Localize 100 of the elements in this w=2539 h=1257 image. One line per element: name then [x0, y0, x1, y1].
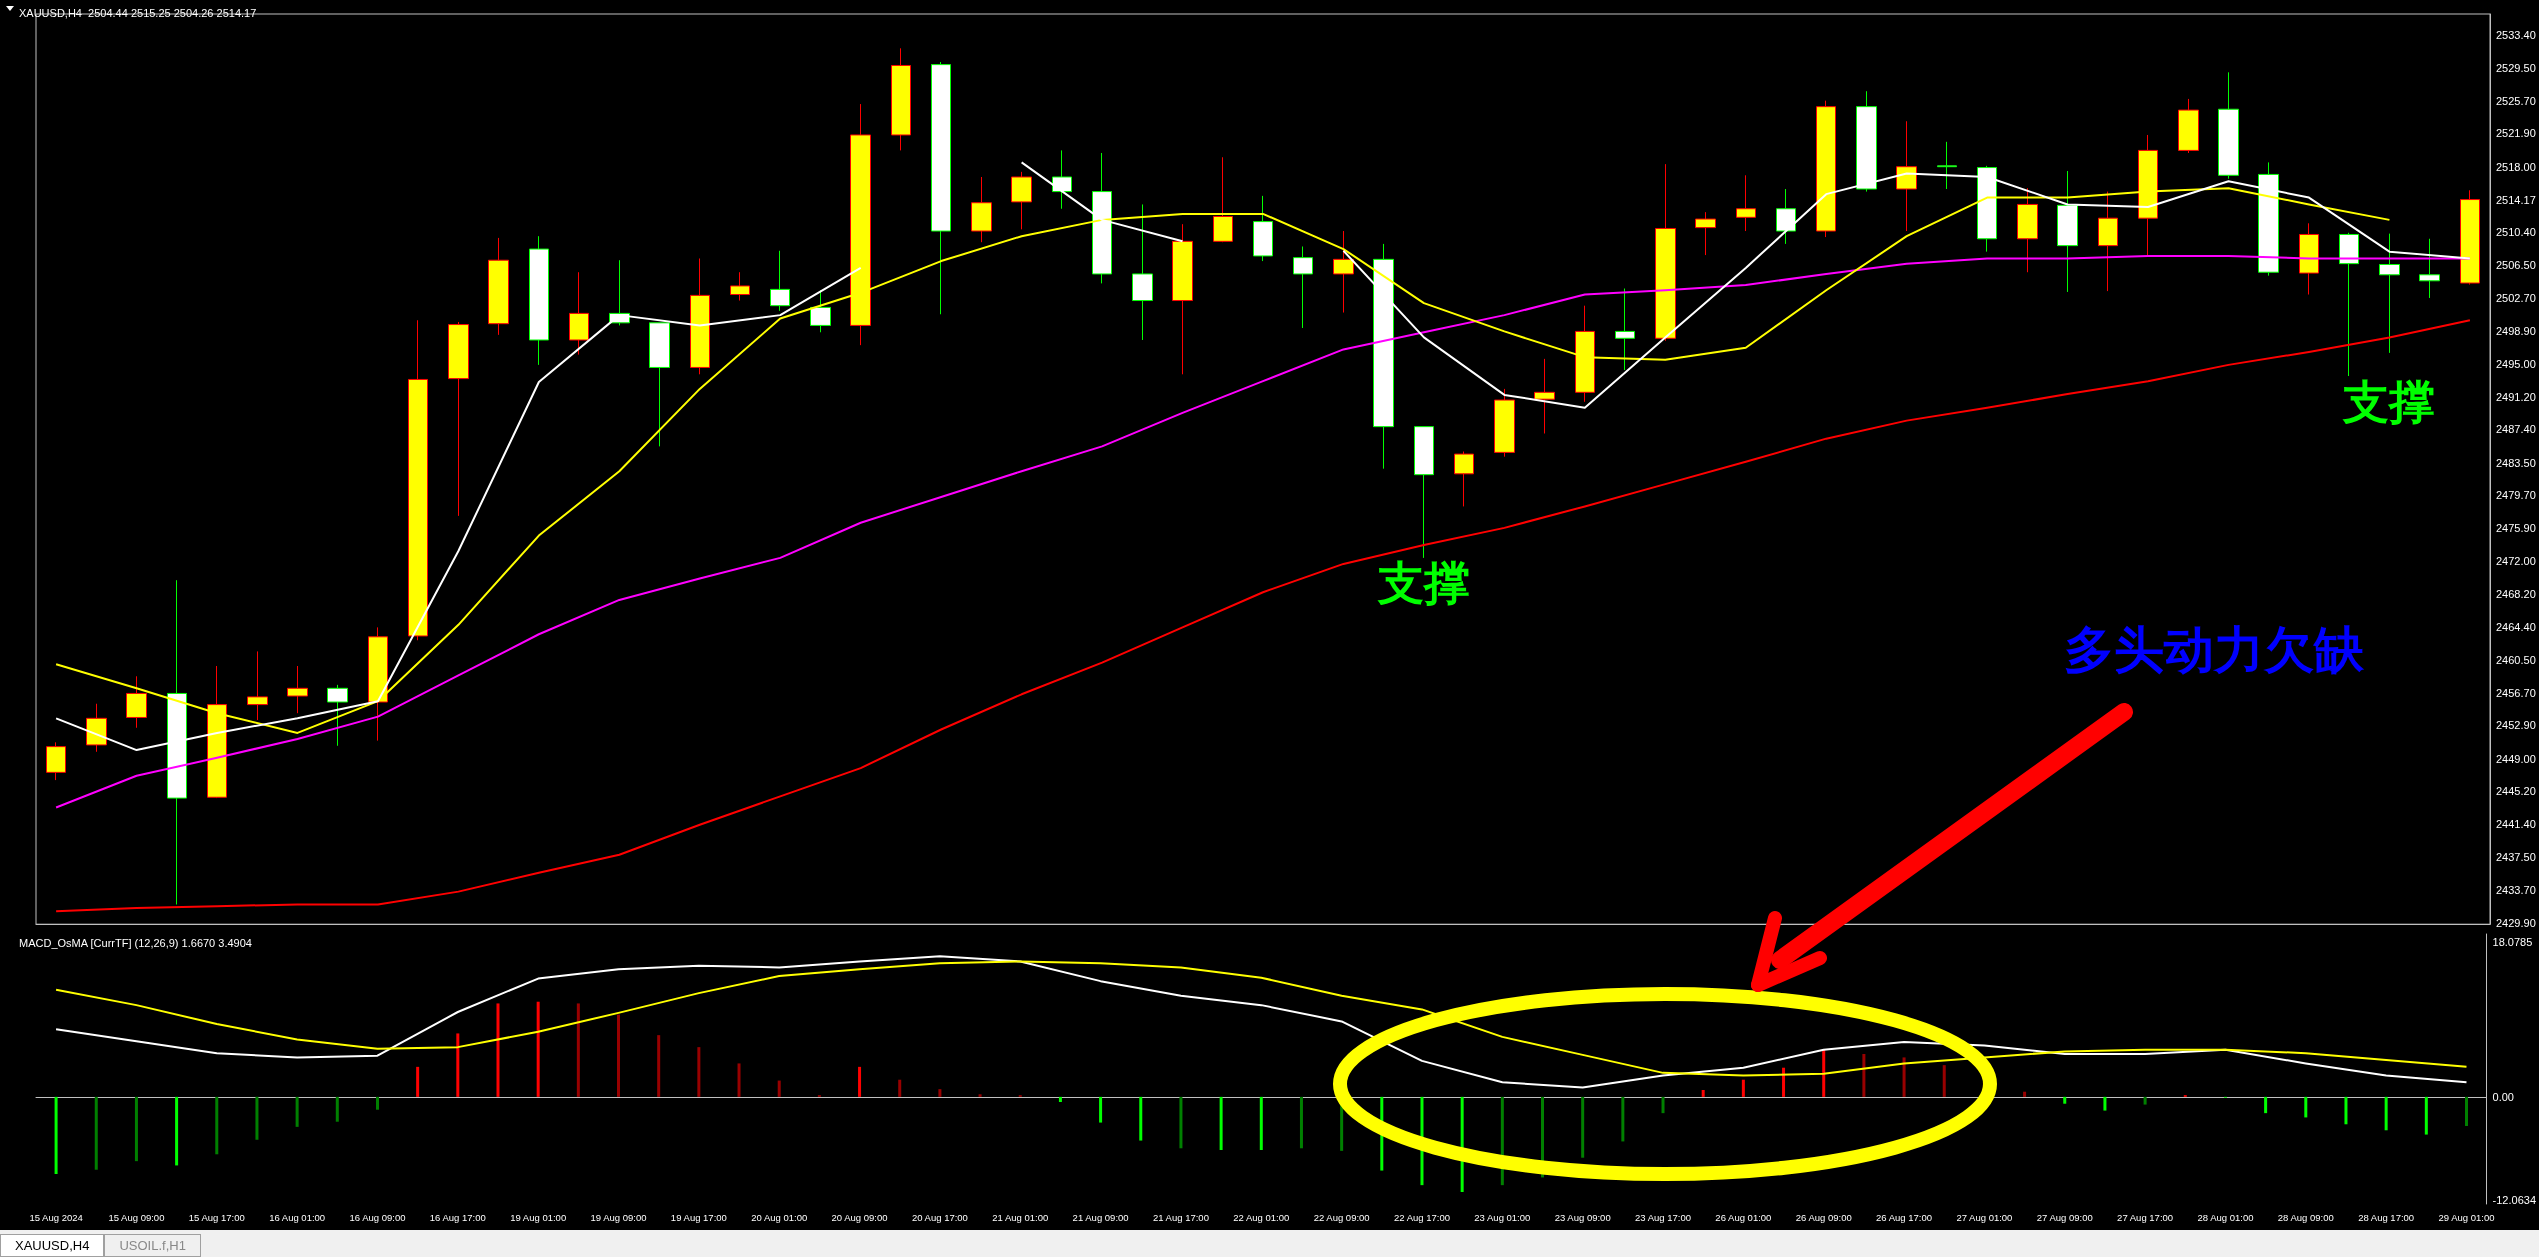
bar: [777, 1080, 781, 1097]
y-tick-label: 2433.70: [2496, 883, 2536, 896]
bar: [2143, 1096, 2147, 1105]
candlestick: [1736, 174, 1756, 232]
bar: [94, 1096, 98, 1170]
bar: [375, 1096, 379, 1110]
candlestick: [971, 176, 992, 243]
x-tick-label: 20 Aug 17:00: [911, 1211, 968, 1223]
text: USOIL.f,H1: [104, 1234, 201, 1257]
annotation: 支撑: [2342, 376, 2436, 428]
y-tick-label: 2533.40: [2496, 28, 2536, 41]
candlestick: [1896, 120, 1917, 232]
candlestick: [770, 250, 790, 312]
candlestick: [2379, 233, 2400, 354]
bar: [1259, 1096, 1263, 1150]
bar: [1741, 1079, 1745, 1097]
bar: [2063, 1096, 2067, 1104]
y-tick-label: 2472.00: [2496, 555, 2536, 568]
x-tick-label: 15 Aug 09:00: [108, 1211, 165, 1223]
x-tick-label: 16 Aug 01:00: [269, 1211, 326, 1223]
candlestick: [1333, 230, 1354, 314]
bar: [1179, 1096, 1183, 1149]
candlestick: [1977, 165, 1997, 253]
x-tick-label: 22 Aug 01:00: [1233, 1211, 1290, 1223]
y-tick-label: 18.0785: [2492, 935, 2533, 948]
candlestick: [448, 321, 469, 517]
bar: [2464, 1096, 2468, 1126]
bar: [496, 1003, 500, 1097]
candlestick: [2339, 232, 2359, 377]
annotation: 多头动力欠缺: [2064, 622, 2365, 678]
bar: [1701, 1090, 1705, 1097]
candlestick: [1414, 426, 1434, 559]
y-tick-label: 2479.70: [2496, 489, 2536, 502]
bar: [1862, 1054, 1866, 1097]
candlestick: [2098, 191, 2118, 292]
x-tick-label: 26 Aug 09:00: [1795, 1211, 1852, 1223]
y-tick-label: 2510.40: [2496, 225, 2536, 238]
candlestick: [1494, 388, 1515, 458]
x-tick-label: 28 Aug 17:00: [2358, 1211, 2415, 1223]
bar: [2103, 1096, 2107, 1111]
y-tick-label: 2491.20: [2496, 390, 2536, 403]
x-tick-label: 27 Aug 01:00: [1956, 1211, 2013, 1223]
y-tick-label: 2483.50: [2496, 456, 2536, 469]
x-tick-label: 15 Aug 17:00: [188, 1211, 245, 1223]
chart-title: MACD_OsMA [CurrTF] (12,26,9) 1.6670 3.4904: [19, 936, 252, 949]
y-tick-label: 2429.90: [2496, 916, 2536, 929]
y-tick-label: 2437.50: [2496, 851, 2536, 864]
candlestick: [2178, 98, 2199, 154]
candlestick: [126, 675, 147, 729]
candlestick: [1695, 211, 1716, 256]
bar: [898, 1079, 902, 1097]
candlestick: [1172, 223, 1193, 375]
candlestick: [1615, 288, 1635, 371]
candlestick: [408, 319, 428, 641]
y-tick-label: -12.0634: [2492, 1194, 2537, 1207]
bar: [175, 1096, 179, 1166]
y-tick-label: 2521.90: [2496, 127, 2536, 140]
bar: [1581, 1096, 1585, 1158]
x-tick-label: 20 Aug 01:00: [751, 1211, 808, 1223]
x-tick-label: 26 Aug 17:00: [1876, 1211, 1933, 1223]
candlestick: [690, 258, 710, 375]
y-tick-label: 2495.00: [2496, 358, 2536, 371]
bar: [1822, 1049, 1826, 1097]
bar: [858, 1066, 862, 1097]
candlestick: [247, 650, 268, 721]
candlestick: [1011, 171, 1032, 230]
bar: [1299, 1096, 1303, 1149]
bar: [536, 1001, 540, 1097]
candlestick: [1776, 188, 1796, 245]
bar: [1139, 1096, 1143, 1141]
bar: [938, 1089, 942, 1097]
bar: [617, 1014, 621, 1097]
x-tick-label: 21 Aug 01:00: [992, 1211, 1049, 1223]
bar: [1902, 1057, 1906, 1097]
annotation: 支撑: [1376, 557, 1470, 609]
x-tick-label: 28 Aug 01:00: [2197, 1211, 2254, 1223]
y-tick-label: 2445.20: [2496, 785, 2536, 798]
y-tick-label: 2518.00: [2496, 160, 2536, 173]
bar: [416, 1066, 420, 1097]
y-tick-label: 2525.70: [2496, 94, 2536, 107]
y-tick-label: 2452.90: [2496, 719, 2536, 732]
candlestick: [46, 741, 66, 781]
x-tick-label: 22 Aug 09:00: [1313, 1211, 1370, 1223]
bar: [2023, 1091, 2027, 1097]
bar: [576, 1003, 580, 1097]
y-tick-label: 2468.20: [2496, 587, 2536, 600]
bar: [255, 1096, 259, 1140]
candlestick: [1454, 451, 1474, 507]
y-tick-label: 2464.40: [2496, 620, 2536, 633]
x-tick-label: 15 Aug 2024: [29, 1211, 83, 1223]
x-tick-label: 19 Aug 09:00: [590, 1211, 647, 1223]
bar: [134, 1096, 138, 1162]
bar: [2264, 1096, 2268, 1114]
bar: [2424, 1096, 2428, 1135]
chart-title: XAUUSD,H4 2504.44 2515.25 2504.26 2514.17: [19, 6, 257, 19]
candlestick: [1575, 305, 1595, 403]
x-tick-label: 27 Aug 09:00: [2036, 1211, 2093, 1223]
candlestick: [2419, 238, 2440, 299]
bar: [2384, 1096, 2388, 1131]
bar: [1942, 1065, 1946, 1097]
